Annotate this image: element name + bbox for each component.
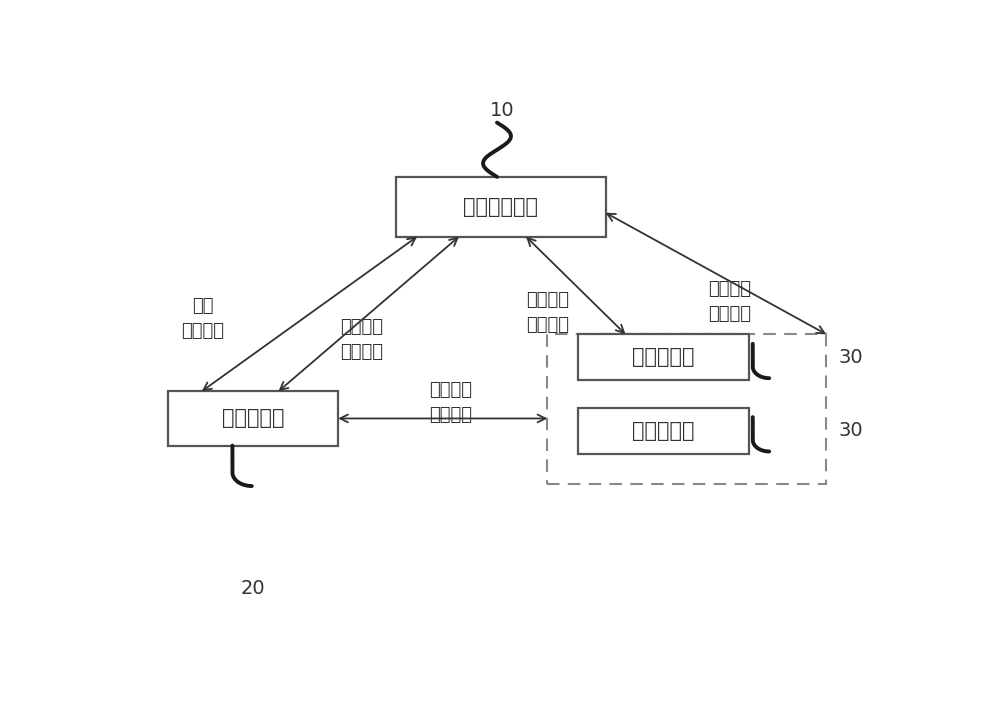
Text: 采集子系统: 采集子系统	[632, 348, 695, 367]
Text: 第二无线
通信协议: 第二无线 通信协议	[708, 281, 751, 323]
Text: 30: 30	[838, 422, 863, 441]
Text: 第一无线
通信协议: 第一无线 通信协议	[340, 318, 383, 361]
Text: 30: 30	[838, 348, 863, 367]
Text: 第一无线
通信协议: 第一无线 通信协议	[429, 381, 472, 424]
Text: 20: 20	[241, 579, 265, 598]
Text: 第一无线
通信协议: 第一无线 通信协议	[526, 291, 569, 334]
Text: 有线
通信协议: 有线 通信协议	[181, 297, 224, 340]
Bar	[168, 391, 338, 446]
Bar	[578, 407, 749, 454]
Bar	[578, 334, 749, 381]
Text: 标记子系统: 标记子系统	[222, 408, 284, 429]
Text: 10: 10	[490, 101, 515, 120]
Bar	[547, 334, 826, 484]
Bar	[396, 177, 606, 237]
Text: 中央处理系统: 中央处理系统	[463, 197, 538, 216]
Text: 采集子系统: 采集子系统	[632, 421, 695, 441]
